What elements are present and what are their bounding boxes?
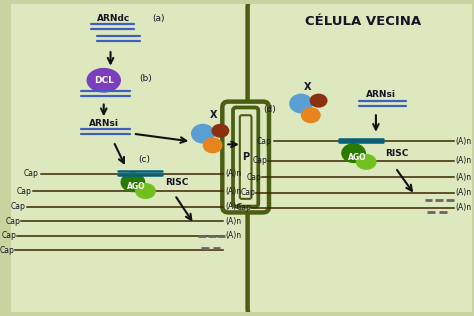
Text: ARNsi: ARNsi — [366, 90, 396, 99]
Text: RISC: RISC — [385, 149, 408, 158]
Ellipse shape — [310, 94, 327, 107]
Ellipse shape — [203, 138, 222, 153]
Text: (d): (d) — [263, 105, 276, 114]
Text: ARNdc: ARNdc — [97, 14, 130, 22]
Text: (A)n: (A)n — [225, 202, 241, 211]
Ellipse shape — [121, 173, 145, 191]
Text: (A)n: (A)n — [456, 189, 472, 198]
Text: (c): (c) — [138, 155, 150, 164]
Text: X: X — [210, 110, 217, 120]
Text: (A)n: (A)n — [225, 169, 241, 178]
Text: ARNsi: ARNsi — [89, 119, 118, 129]
Text: Cap: Cap — [257, 137, 272, 146]
Text: CÉLULA VECINA: CÉLULA VECINA — [305, 15, 421, 28]
Text: RISC: RISC — [165, 178, 188, 187]
Text: (A)n: (A)n — [225, 186, 241, 196]
Text: (A)n: (A)n — [225, 231, 241, 240]
FancyBboxPatch shape — [247, 0, 474, 316]
Ellipse shape — [342, 144, 365, 162]
Ellipse shape — [136, 184, 155, 198]
FancyBboxPatch shape — [240, 115, 252, 199]
Text: Cap: Cap — [17, 186, 32, 196]
Text: (A)n: (A)n — [225, 217, 241, 226]
Ellipse shape — [87, 69, 120, 92]
Ellipse shape — [212, 125, 228, 137]
Text: (b): (b) — [140, 74, 153, 83]
Text: AGO: AGO — [128, 182, 146, 191]
Text: (A)n: (A)n — [456, 173, 472, 182]
Text: Cap: Cap — [0, 246, 14, 255]
FancyBboxPatch shape — [222, 102, 269, 212]
Text: Cap: Cap — [237, 203, 252, 212]
Text: (A)n: (A)n — [456, 156, 472, 165]
Text: Cap: Cap — [240, 189, 255, 198]
FancyBboxPatch shape — [5, 0, 255, 316]
Text: (A)n: (A)n — [456, 203, 472, 212]
Text: X: X — [304, 82, 311, 92]
Ellipse shape — [290, 94, 312, 113]
Text: (a): (a) — [152, 14, 165, 22]
Text: Cap: Cap — [246, 173, 261, 182]
Ellipse shape — [301, 108, 320, 123]
Ellipse shape — [356, 155, 376, 169]
Text: DCL: DCL — [94, 76, 114, 85]
Text: Cap: Cap — [1, 231, 16, 240]
Text: Cap: Cap — [24, 169, 38, 178]
Text: Cap: Cap — [5, 217, 20, 226]
Text: Cap: Cap — [11, 202, 26, 211]
FancyBboxPatch shape — [233, 107, 258, 207]
Text: Cap: Cap — [252, 156, 267, 165]
Ellipse shape — [191, 125, 214, 143]
Text: P: P — [242, 152, 249, 162]
Text: (A)n: (A)n — [456, 137, 472, 146]
Text: AGO: AGO — [348, 153, 367, 161]
